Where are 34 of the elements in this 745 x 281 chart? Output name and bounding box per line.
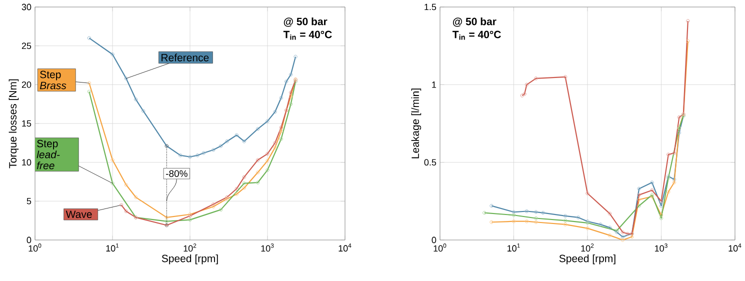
annotation: @ 50 bar [452, 18, 496, 27]
y-tick-label: 20 [22, 81, 32, 88]
y-tick-label: 0.5 [424, 159, 436, 166]
annotation: -80% [166, 170, 188, 177]
x-tick-label: 10$^{3}$ [261, 244, 274, 252]
x-tick-label: 10$^{1}$ [508, 244, 520, 252]
annotation: T$_{in}$ = 40°C [452, 30, 501, 40]
y-tick-label: 0 [26, 236, 32, 244]
text: Step lead-free [36, 140, 60, 170]
x-tick-label: 10$^{0}$ [28, 244, 42, 252]
annotation: @ 50 bar [284, 18, 328, 27]
y-tick-label: 1.5 [424, 4, 436, 10]
annotation: T$_{in}$ = 40°C [283, 30, 332, 40]
y-axis-title: Torque losses [Nm] [8, 79, 19, 168]
x-tick-label: 10$^{0}$ [434, 244, 446, 252]
y-tick-label: 0 [432, 236, 436, 244]
text: Reference [162, 54, 209, 62]
y-tick-label: 10 [22, 159, 32, 166]
x-tick-label: 10$^{4}$ [338, 244, 352, 252]
x-tick-label: 10$^{1}$ [106, 244, 119, 252]
y-tick-label: 5 [26, 198, 32, 204]
x-tick-label: 10$^{4}$ [728, 244, 742, 252]
y-tick-label: 30 [22, 4, 32, 10]
y-tick-label: 1 [432, 82, 436, 88]
y-axis-title: Leakage [l/min] [411, 88, 422, 158]
x-tick-label: 10$^{2}$ [184, 244, 196, 252]
y-tick-label: 25 [22, 42, 32, 50]
y-tick-label: 15 [22, 120, 32, 127]
x-axis-title: Speed [rpm] [559, 254, 616, 264]
text: Wave [66, 210, 92, 218]
text: Step Brass [40, 70, 66, 90]
x-tick-label: 10$^{2}$ [581, 244, 594, 252]
x-tick-label: 10$^{3}$ [655, 244, 668, 252]
x-axis-title: Speed [rpm] [162, 254, 218, 264]
